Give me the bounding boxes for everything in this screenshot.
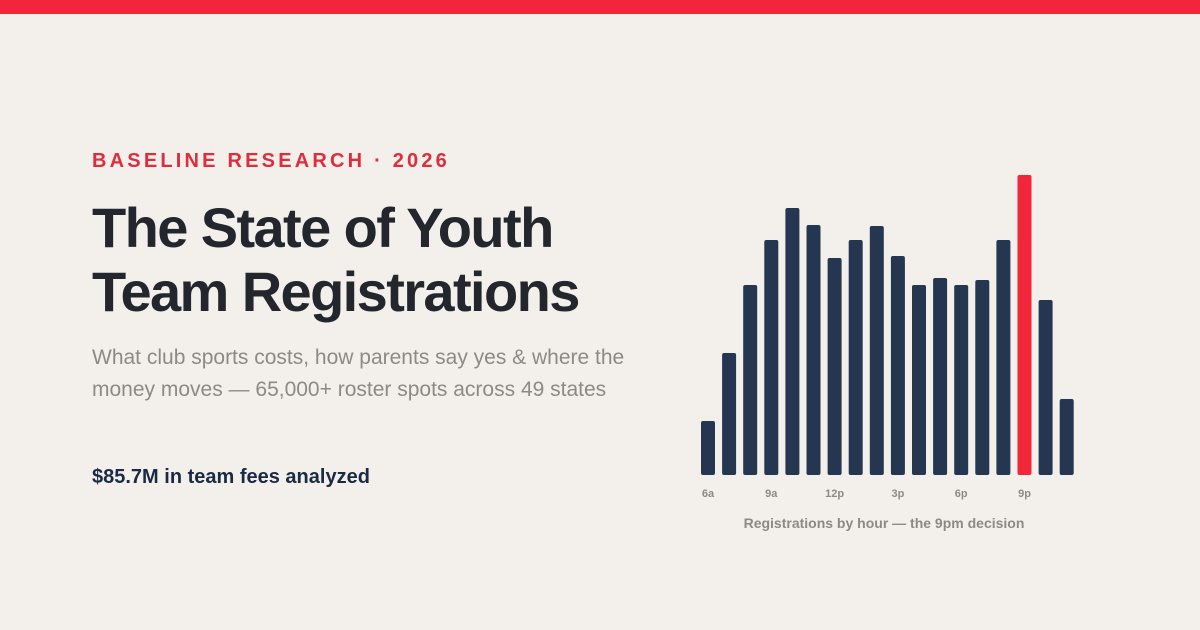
bar-6a	[701, 421, 715, 475]
bar-7a	[722, 353, 737, 475]
tick-label-6a: 6a	[702, 488, 715, 500]
tick-label-6p: 6p	[955, 488, 968, 500]
bar-8p	[996, 240, 1011, 475]
bar-11a	[806, 225, 821, 475]
tick-label-3p: 3p	[891, 488, 904, 500]
bar-7p	[975, 280, 990, 475]
bar-12p	[827, 258, 842, 475]
bar-10a	[785, 208, 800, 475]
accent-top-bar	[0, 0, 1200, 14]
bar-11p	[1059, 399, 1074, 475]
page-title: The State of Youth Team Registrations	[92, 196, 580, 323]
page-subtitle: What club sports costs, how parents say …	[92, 346, 625, 401]
bar-6p	[954, 285, 969, 475]
bar-3p	[890, 256, 905, 475]
chart-caption: Registrations by hour — the 9pm decision	[743, 515, 1025, 531]
bar-8a	[743, 285, 758, 475]
tick-label-9a: 9a	[765, 488, 778, 500]
bar-4p	[912, 285, 926, 475]
tick-label-9p: 9p	[1018, 488, 1031, 500]
bar-9a	[764, 240, 779, 475]
headline-stat: $85.7M in team fees analyzed	[92, 466, 370, 488]
eyebrow-label: BASELINE RESEARCH · 2026	[92, 150, 450, 172]
registrations-bar-chart: 6a 9a 12p 3p 6p 9p	[690, 160, 1090, 540]
bar-2p	[869, 226, 884, 475]
bar-5p	[933, 278, 948, 475]
bar-9p	[1017, 175, 1032, 475]
chart-svg: 6a 9a 12p 3p 6p 9p	[701, 175, 1074, 500]
bar-10p	[1038, 300, 1053, 475]
tick-label-12p: 12p	[825, 488, 844, 500]
bar-1p	[848, 240, 863, 475]
